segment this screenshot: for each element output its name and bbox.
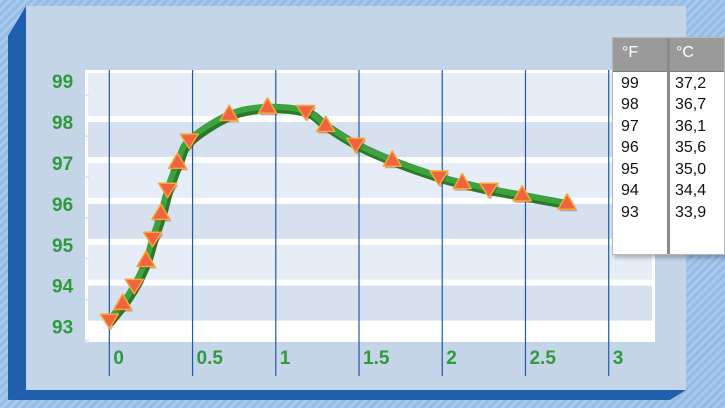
cell-fahrenheit: 98 [621,96,639,113]
y-tick-label: 99 [52,72,73,93]
cell-celsius: 34,4 [675,182,707,199]
table-row: 99 37,2 [613,75,724,96]
data-point [479,182,499,199]
data-point [295,104,316,121]
table-row: 94 34,4 [613,182,724,203]
data-point [136,250,156,268]
cell-celsius: 37,2 [675,75,707,92]
data-point [257,97,278,114]
cell-fahrenheit: 97 [621,118,639,135]
table-row: 95 35,0 [613,161,724,182]
cell-fahrenheit: 95 [621,161,639,178]
cell-fahrenheit: 99 [621,75,639,92]
header-celsius: °C [676,44,694,61]
data-point [124,278,145,295]
data-point [315,115,336,133]
plot-band [88,73,652,83]
y-tick-label: 93 [52,318,73,339]
cell-fahrenheit: 96 [621,139,639,156]
cell-celsius: 33,9 [675,204,707,221]
table-row: 98 36,7 [613,96,724,117]
plot-band [88,285,652,321]
table-row: 93 33,9 [613,204,724,225]
y-tick-label: 94 [52,277,74,298]
x-axis-ticks: 0 0.5 1 1.5 2 2.5 3 [113,348,623,369]
y-tick-label: 96 [52,195,73,216]
data-point [157,182,178,199]
cell-fahrenheit: 93 [621,204,639,221]
data-point [557,193,577,210]
y-tick-label: 95 [52,236,74,257]
data-point [452,172,472,190]
table-row: 96 35,6 [613,139,724,160]
data-point [112,293,133,311]
data-point [219,104,239,122]
y-axis-ticks: 93 94 95 96 97 98 99 [38,72,89,342]
data-point [99,313,120,330]
data-point-markers [99,97,578,331]
data-point [142,231,163,248]
data-point [512,185,532,202]
data-point [429,170,449,187]
x-tick-label: 3 [613,348,624,369]
panel-bottom [8,390,686,400]
data-point [151,203,171,221]
cell-celsius: 36,7 [675,96,707,113]
panel-side [8,6,26,400]
x-tick-label: 0.5 [197,348,224,369]
cell-celsius: 35,0 [675,161,707,178]
cell-celsius: 36,1 [675,118,707,135]
cell-fahrenheit: 94 [621,182,639,199]
x-tick-label: 2 [446,348,457,369]
plot-band [88,81,652,117]
table-row: 97 36,1 [613,118,724,139]
x-tick-label: 0 [113,348,124,369]
table-column-divider [667,38,670,254]
header-fahrenheit: °F [622,44,639,61]
plot-band [88,244,652,280]
cell-celsius: 35,6 [675,139,707,156]
data-point [345,137,366,154]
temperature-conversion-table: °F °C 99 37,2 98 36,7 97 36,1 96 35,6 95… [612,37,725,255]
plot-area [85,70,655,342]
y-tick-label: 98 [52,113,73,134]
x-tick-label: 1.5 [363,348,390,369]
x-tick-label: 1 [280,348,291,369]
y-tick-label: 97 [52,154,73,175]
x-tick-label: 2.5 [529,348,556,369]
data-point [179,133,199,150]
data-point [167,152,188,170]
data-point [382,150,403,168]
